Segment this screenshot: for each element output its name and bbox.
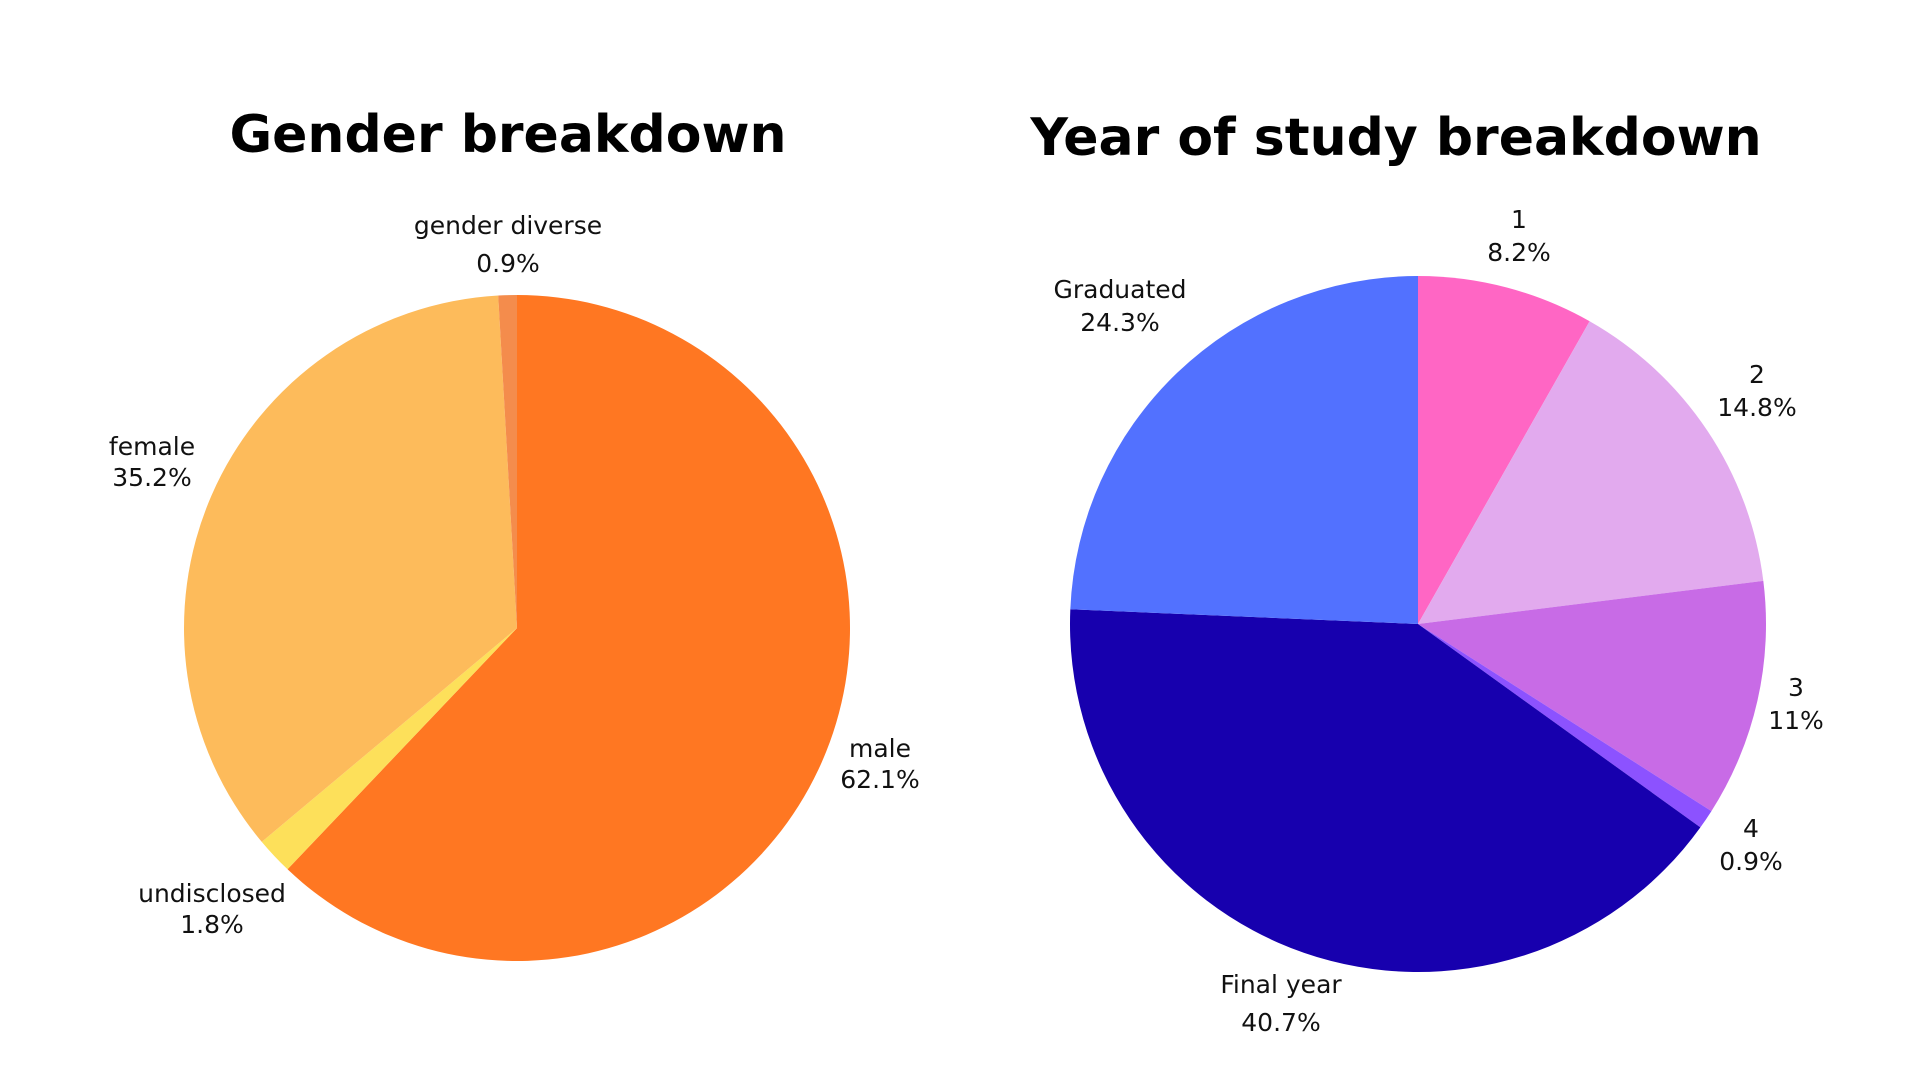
gender-slice-female [184,295,517,842]
year-slice-graduated [1070,276,1418,624]
gender-value-female: 35.2% [112,463,191,492]
year-label-final-year: Final year [1220,970,1342,999]
year-slice-final-year [1069,609,1701,973]
year-value-1: 8.2% [1487,238,1551,267]
gender-label-undisclosed: undisclosed [138,879,286,908]
year-slice-1 [1418,276,1590,624]
year-value-graduated: 24.3% [1080,308,1159,337]
year-value-4: 0.9% [1719,847,1783,876]
gender-value-gender-diverse: 0.9% [476,249,540,278]
gender-slice-undisclosed [261,628,517,870]
gender-slice-gender-diverse [498,295,517,628]
year-of-study-chart: Year of study breakdown 1 8.2% 2 14.8% 3 11% 4… [1029,108,1823,1037]
year-label-1: 1 [1511,205,1527,234]
gender-value-male: 62.1% [840,765,919,794]
gender-label-gender-diverse: gender diverse [414,211,602,240]
year-label-4: 4 [1743,814,1759,843]
year-value-2: 14.8% [1717,393,1796,422]
year-slice-2 [1418,321,1764,624]
gender-chart-title: Gender breakdown [229,105,786,165]
year-label-3: 3 [1788,673,1804,702]
gender-value-undisclosed: 1.8% [180,910,244,939]
year-value-3: 11% [1768,706,1824,735]
year-chart-title: Year of study breakdown [1029,108,1761,168]
gender-label-male: male [849,734,911,763]
gender-label-female: female [109,432,195,461]
year-label-graduated: Graduated [1053,275,1186,304]
year-slice-3 [1418,580,1767,812]
year-of-study-pie: 1 8.2% 2 14.8% 3 11% 4 0.9% Final year 40.7% Gradu… [1053,205,1823,1037]
year-label-2: 2 [1749,360,1765,389]
year-slice-4 [1418,624,1712,828]
gender-slice-male [287,295,851,961]
year-value-final-year: 40.7% [1241,1008,1320,1037]
